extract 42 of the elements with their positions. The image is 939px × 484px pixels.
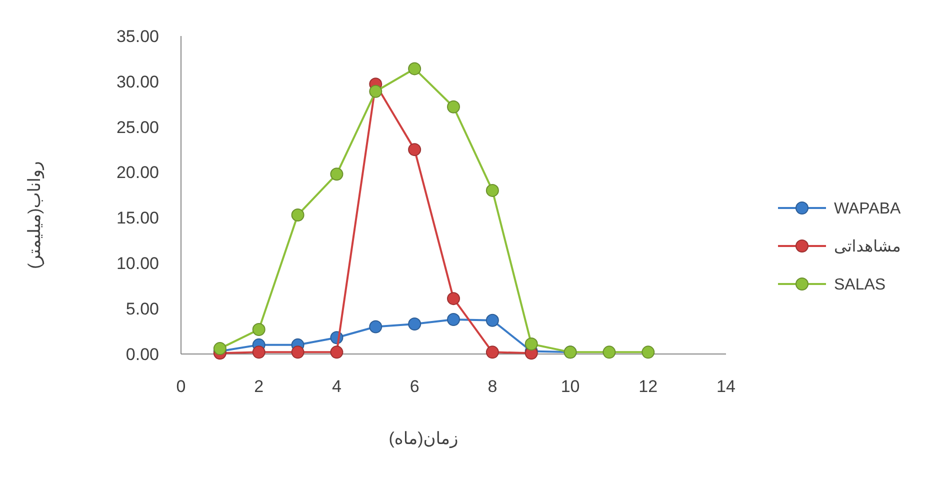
point xyxy=(642,346,655,359)
point xyxy=(408,318,422,331)
point xyxy=(369,84,382,98)
point xyxy=(252,346,266,359)
point xyxy=(408,143,422,156)
legend-label: SALAS xyxy=(834,276,886,294)
point xyxy=(447,292,460,306)
x-tick-label: 2 xyxy=(254,377,264,396)
x-axis-title: زمان(ماه) xyxy=(388,429,458,449)
y-tick-label: 15.00 xyxy=(116,208,159,228)
x-tick-label: 8 xyxy=(488,377,498,396)
point xyxy=(486,346,499,359)
legend-label: مشاهداتی xyxy=(834,238,901,256)
y-tick-label: 20.00 xyxy=(116,163,159,182)
point xyxy=(486,314,499,327)
x-tick-label: 10 xyxy=(560,377,580,396)
x-tick-label: 12 xyxy=(638,377,658,396)
y-tick-label: 35.00 xyxy=(116,26,159,46)
point xyxy=(291,208,304,222)
point xyxy=(330,346,344,359)
point xyxy=(486,184,499,197)
point xyxy=(447,312,460,326)
legend-label: WAPABA xyxy=(834,200,902,218)
point xyxy=(602,346,616,359)
y-tick-label: 5.00 xyxy=(126,300,159,319)
x-tick-label: 0 xyxy=(176,377,186,396)
point xyxy=(291,346,304,359)
y-tick-label: 0.00 xyxy=(126,344,159,364)
x-tick-label: 4 xyxy=(332,377,342,396)
x-tick-label: 6 xyxy=(410,377,420,396)
point xyxy=(408,62,422,76)
y-axis-title: رواناب(میلیمتر) xyxy=(25,161,45,269)
y-tick-label: 30.00 xyxy=(116,72,159,92)
point xyxy=(524,338,538,351)
point xyxy=(369,320,382,334)
y-tick-label: 10.00 xyxy=(116,254,159,274)
point xyxy=(447,100,460,114)
point xyxy=(213,342,226,356)
point xyxy=(330,168,344,181)
x-tick-label: 14 xyxy=(716,377,736,396)
point xyxy=(252,322,266,336)
y-tick-label: 25.00 xyxy=(116,118,159,137)
